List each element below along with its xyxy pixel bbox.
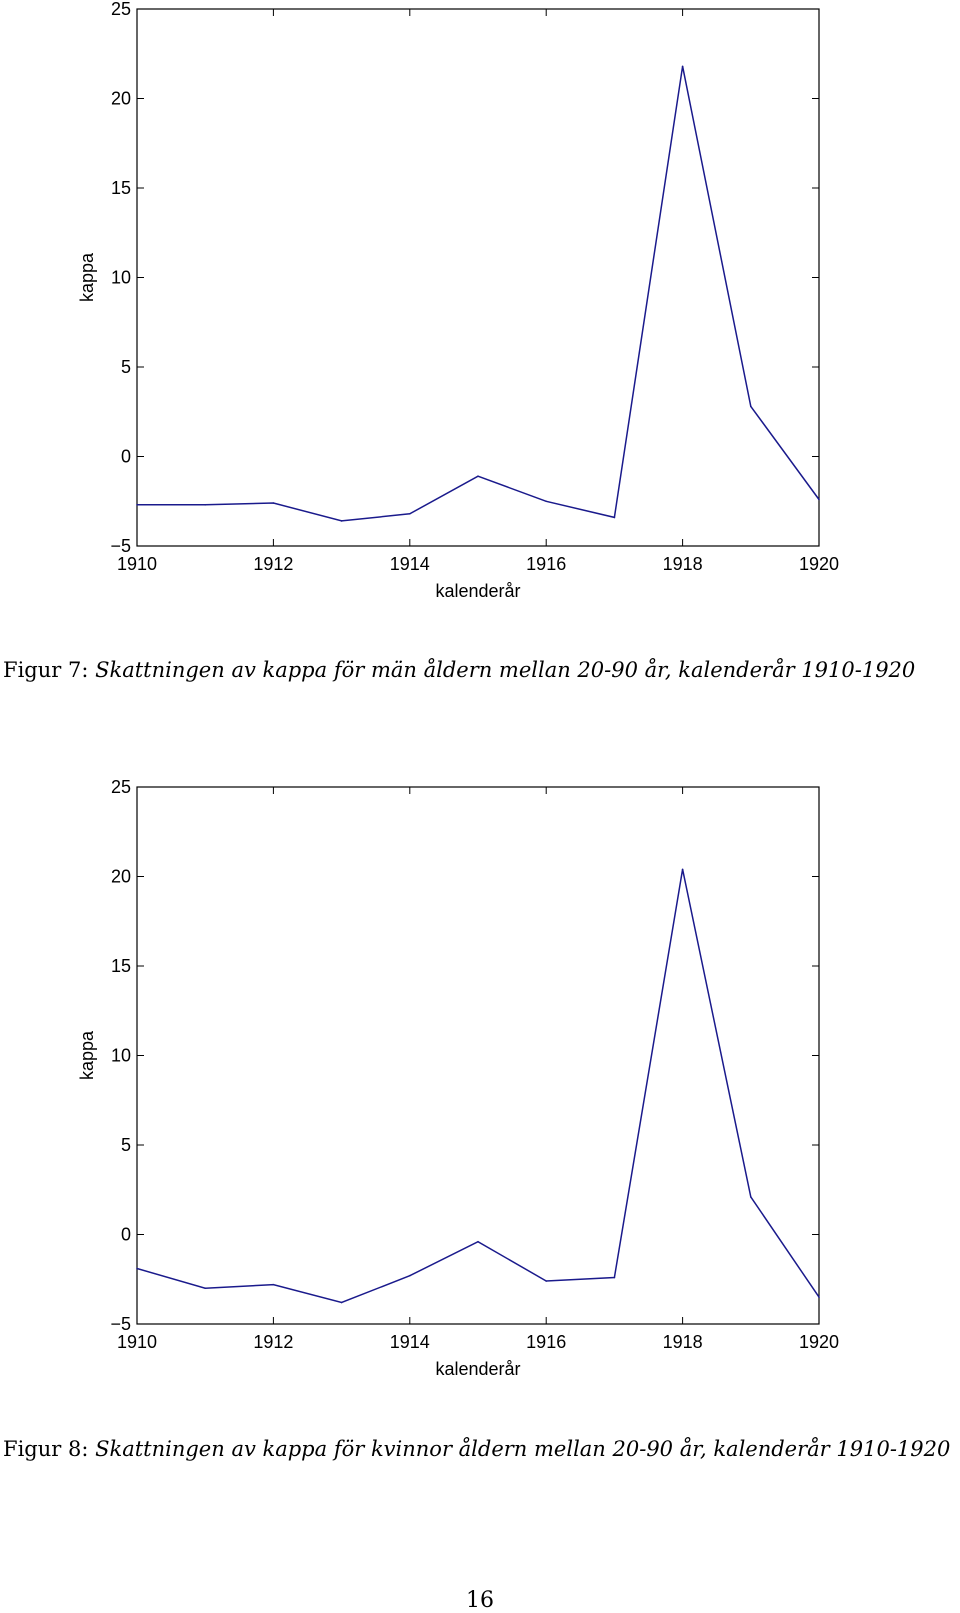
data-point	[750, 405, 752, 408]
data-point	[477, 475, 479, 477]
plot-frame	[136, 786, 820, 1325]
data-point	[545, 500, 547, 503]
x-tick-label: 1918	[663, 554, 703, 574]
y-tick-label: 5	[121, 1135, 131, 1155]
x-tick-label: 1912	[253, 1332, 293, 1352]
x-tick-label: 1910	[117, 1332, 157, 1352]
data-point	[409, 1274, 411, 1277]
kappa-chart-men: 1910 1912 1914 1916 1918 1920 −5 0 5 10 15 20 25 kale…	[77, 0, 839, 601]
plot-frame	[136, 8, 820, 547]
caption-prefix: Figur 7:	[3, 658, 89, 682]
data-point	[681, 868, 684, 871]
kappa-chart-women: 1910 1912 1914 1916 1918 1920 −5 0 5 10 15 20 25 kale…	[77, 778, 839, 1379]
data-point	[136, 504, 138, 506]
data-point	[477, 1240, 479, 1243]
x-tick-label: 1910	[117, 554, 157, 574]
data-point	[272, 502, 275, 504]
x-tick-label: 1920	[799, 1332, 839, 1352]
data-point	[818, 1296, 820, 1298]
y-tick-label: 10	[111, 1046, 131, 1066]
caption-prefix: Figur 8:	[3, 1437, 89, 1461]
y-tick-label: 10	[111, 268, 131, 288]
y-tick-label: 5	[121, 357, 131, 377]
data-point	[340, 520, 343, 522]
x-tick-label: 1920	[799, 554, 839, 574]
x-tick-label: 1912	[253, 554, 293, 574]
y-tick-label: 20	[111, 89, 131, 109]
y-axis-label: kappa	[77, 252, 97, 302]
data-point	[613, 516, 616, 519]
data-point	[272, 1283, 275, 1286]
x-axis-label: kalenderår	[435, 581, 520, 601]
data-point	[204, 504, 206, 506]
page-number: 16	[466, 1588, 494, 1613]
caption-text: Skattningen av kappa för kvinnor åldern …	[95, 1437, 951, 1461]
y-tick-label: −5	[110, 1314, 131, 1334]
series-line-kappa	[136, 869, 820, 1304]
y-tick-label: 0	[121, 447, 131, 467]
x-tick-label: 1914	[390, 1332, 430, 1352]
data-point	[409, 512, 411, 515]
data-point	[613, 1276, 616, 1279]
y-tick-label: −5	[110, 536, 131, 556]
data-point	[681, 65, 684, 68]
y-tick-label: 20	[111, 867, 131, 887]
y-tick-label: 25	[111, 778, 131, 797]
x-axis-label: kalenderår	[435, 1359, 520, 1379]
data-point	[750, 1196, 752, 1198]
data-point	[545, 1280, 547, 1282]
figure-7-caption: Figur 7: Skattningen av kappa för män ål…	[3, 654, 953, 686]
data-point	[340, 1301, 343, 1304]
x-tick-label: 1916	[526, 1332, 566, 1352]
x-tick-label: 1918	[663, 1332, 703, 1352]
data-point	[204, 1287, 206, 1289]
data-point	[818, 498, 820, 501]
figure-8-caption: Figur 8: Skattningen av kappa för kvinno…	[3, 1433, 953, 1465]
y-axis-label: kappa	[77, 1030, 97, 1080]
caption-text: Skattningen av kappa för män åldern mell…	[95, 658, 916, 682]
y-tick-label: 15	[111, 178, 131, 198]
data-point	[136, 1267, 138, 1270]
y-tick-label: 15	[111, 956, 131, 976]
y-tick-label: 0	[121, 1225, 131, 1245]
x-tick-label: 1916	[526, 554, 566, 574]
series-line-kappa	[137, 66, 820, 522]
x-tick-label: 1914	[390, 554, 430, 574]
y-tick-label: 25	[111, 0, 131, 19]
